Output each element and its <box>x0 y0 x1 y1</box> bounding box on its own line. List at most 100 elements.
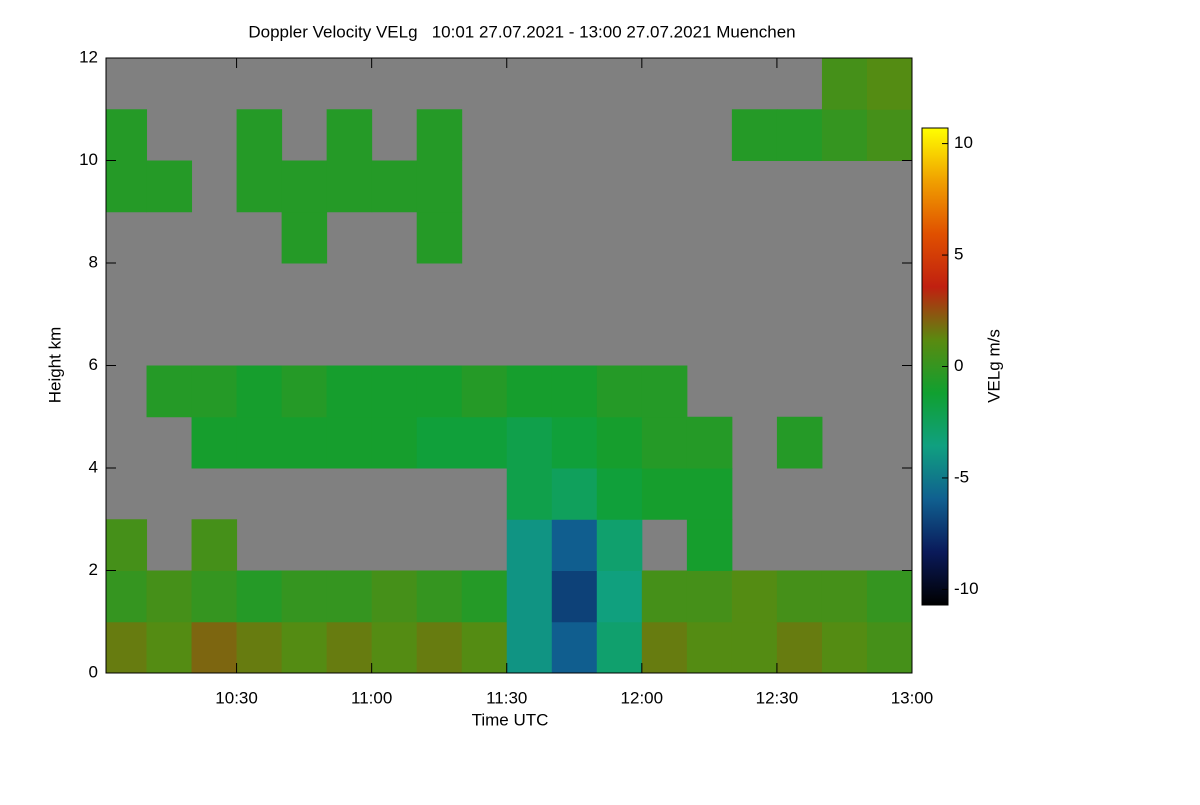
heatmap-cell <box>506 416 553 469</box>
heatmap-cell <box>776 416 823 469</box>
heatmap-cell <box>641 621 688 674</box>
x-tick-label: 10:30 <box>215 688 258 707</box>
heatmap-cell <box>461 621 508 674</box>
y-tick-label: 8 <box>89 252 98 271</box>
heatmap-cell <box>191 621 238 674</box>
chart-title: Doppler Velocity VELg 10:01 27.07.2021 -… <box>248 22 795 41</box>
y-axis-label: Height km <box>45 327 64 404</box>
heatmap-cell <box>506 365 553 418</box>
heatmap-cell <box>236 416 283 469</box>
heatmap-cell <box>866 570 913 623</box>
heatmap-cell <box>106 160 148 213</box>
heatmap-cell <box>281 365 328 418</box>
heatmap-cell <box>326 621 373 674</box>
heatmap-cell <box>281 211 328 264</box>
heatmap-cell <box>506 621 553 674</box>
colorbar-tick-label: -5 <box>954 467 969 486</box>
colorbar-tick-label: 5 <box>954 245 963 264</box>
heatmap-cell <box>326 160 373 213</box>
heatmap-cell <box>416 211 463 264</box>
heatmap-cell <box>551 570 598 623</box>
heatmap-cell <box>236 365 283 418</box>
colorbar-tick-label: 0 <box>954 356 963 375</box>
heatmap-cell <box>146 365 193 418</box>
heatmap-cell <box>821 109 868 161</box>
y-tick-label: 12 <box>79 47 98 66</box>
heatmap-cell <box>416 160 463 213</box>
heatmap-cell <box>776 109 823 161</box>
heatmap-cell <box>146 160 193 213</box>
x-tick-label: 12:00 <box>621 688 664 707</box>
heatmap-cell <box>551 621 598 674</box>
y-tick-label: 4 <box>89 457 98 476</box>
heatmap-cell <box>641 365 688 418</box>
y-tick-label: 6 <box>89 355 98 374</box>
heatmap-cell <box>596 621 643 674</box>
heatmap-cell <box>106 519 148 571</box>
heatmap-cell <box>866 58 913 110</box>
heatmap-cell <box>281 621 328 674</box>
heatmap-cell <box>551 519 598 571</box>
heatmap-cell <box>821 570 868 623</box>
heatmap-cell <box>106 109 148 161</box>
heatmap-cell <box>191 519 238 571</box>
heatmap-cell <box>236 621 283 674</box>
heatmap-cell <box>596 468 643 520</box>
heatmap-cell <box>551 468 598 520</box>
heatmap-cell <box>686 519 733 571</box>
heatmap-cell <box>866 621 913 674</box>
heatmap-cell <box>281 570 328 623</box>
heatmap-cell <box>106 621 148 674</box>
heatmap-cell <box>821 621 868 674</box>
heatmap-cell <box>596 365 643 418</box>
heatmap-cell <box>596 519 643 571</box>
heatmap-cell <box>596 416 643 469</box>
heatmap-cell <box>506 519 553 571</box>
heatmap-cell <box>371 365 418 418</box>
heatmap-cell <box>236 160 283 213</box>
heatmap-cell <box>821 58 868 110</box>
heatmap-cell <box>641 468 688 520</box>
heatmap-cell <box>731 109 778 161</box>
heatmap-cell <box>371 416 418 469</box>
heatmap-cell <box>461 416 508 469</box>
heatmap-cell <box>866 109 913 161</box>
heatmap-cell <box>686 621 733 674</box>
heatmap-cell <box>641 416 688 469</box>
heatmap-cell <box>146 570 193 623</box>
colorbar-tick-label: -10 <box>954 579 979 598</box>
heatmap-cell <box>191 570 238 623</box>
heatmap-cell <box>371 621 418 674</box>
heatmap-cell <box>236 109 283 161</box>
heatmap-cell <box>731 570 778 623</box>
heatmap-cell <box>326 416 373 469</box>
heatmap-cell <box>191 416 238 469</box>
heatmap-cell <box>416 365 463 418</box>
x-tick-label: 12:30 <box>756 688 799 707</box>
heatmap-cell <box>191 365 238 418</box>
heatmap-cell <box>236 570 283 623</box>
heatmap-cell <box>686 570 733 623</box>
heatmap-cell <box>776 621 823 674</box>
heatmap-cell <box>506 570 553 623</box>
heatmap-cell <box>371 160 418 213</box>
x-axis-label: Time UTC <box>472 710 549 729</box>
heatmap-cell <box>416 570 463 623</box>
heatmap-cell <box>551 365 598 418</box>
heatmap-cell <box>641 570 688 623</box>
x-tick-label: 13:00 <box>891 688 934 707</box>
heatmap-cell <box>461 365 508 418</box>
heatmap-cell <box>686 468 733 520</box>
heatmap-cell <box>416 109 463 161</box>
heatmap-cell <box>416 621 463 674</box>
heatmap-cell <box>461 570 508 623</box>
heatmap-cell <box>326 570 373 623</box>
heatmap-cell <box>326 365 373 418</box>
y-tick-label: 10 <box>79 150 98 169</box>
heatmap-cell <box>596 570 643 623</box>
colorbar-label: VELg m/s <box>984 329 1003 403</box>
heatmap-cell <box>686 416 733 469</box>
y-tick-label: 0 <box>89 662 98 681</box>
y-tick-label: 2 <box>89 560 98 579</box>
